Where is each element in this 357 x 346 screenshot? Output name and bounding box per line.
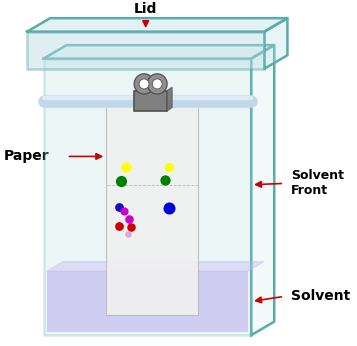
Bar — [27, 31, 264, 69]
Polygon shape — [251, 45, 274, 335]
Bar — [44, 58, 251, 335]
Circle shape — [147, 74, 167, 94]
Point — [126, 216, 132, 221]
Point — [116, 204, 122, 210]
Bar — [106, 102, 198, 315]
Polygon shape — [27, 18, 287, 31]
Text: Lid: Lid — [134, 2, 157, 17]
Point — [123, 164, 129, 169]
Point — [116, 223, 122, 228]
Point — [125, 231, 130, 237]
Circle shape — [139, 79, 149, 89]
Polygon shape — [167, 87, 172, 111]
Point — [128, 224, 134, 229]
Point — [163, 177, 169, 183]
Text: Paper: Paper — [4, 149, 50, 163]
Bar — [47, 271, 248, 332]
Text: Solvent
Front: Solvent Front — [291, 170, 344, 198]
Point — [166, 164, 172, 169]
Circle shape — [152, 79, 162, 89]
Polygon shape — [264, 18, 287, 69]
Circle shape — [134, 74, 154, 94]
Text: Solvent: Solvent — [291, 289, 350, 303]
Polygon shape — [44, 45, 274, 58]
Polygon shape — [47, 262, 264, 271]
Point — [121, 208, 127, 214]
Point — [118, 178, 124, 183]
Bar — [134, 91, 167, 111]
Point — [166, 205, 172, 210]
